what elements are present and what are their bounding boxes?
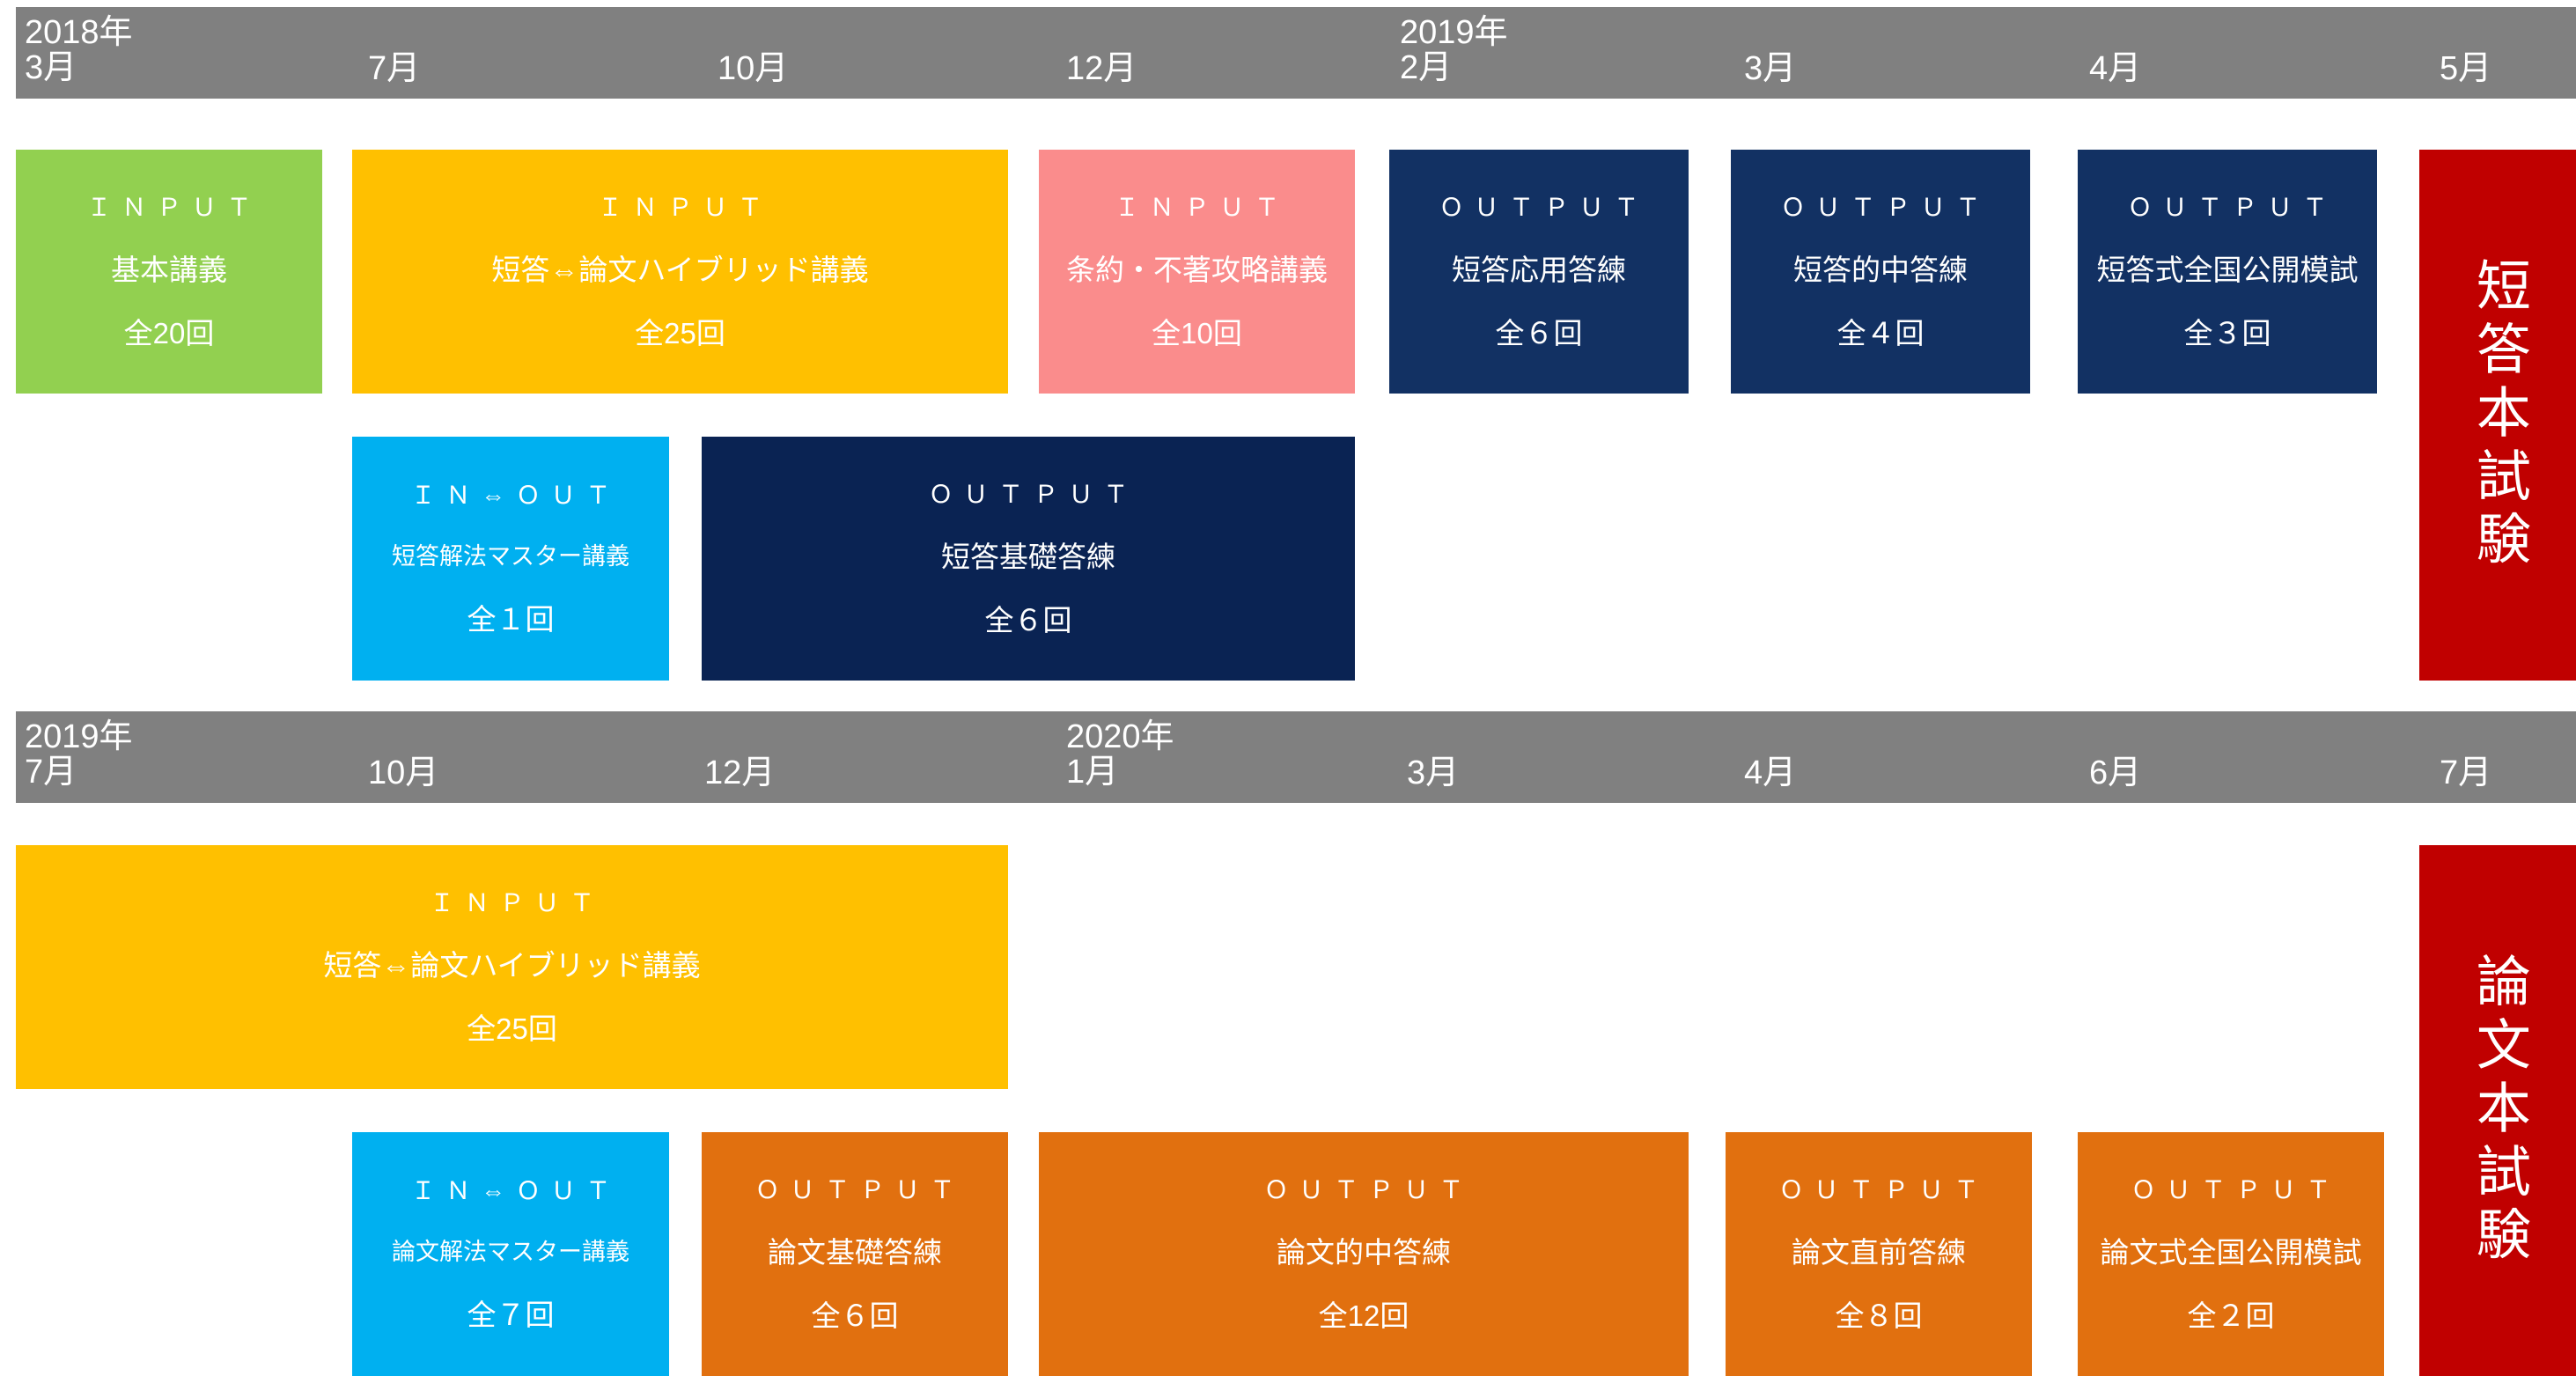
timeline-tick: 4月 (2089, 16, 2141, 87)
program-block-ronbun-basic-drill[interactable]: ＯＵＴＰＵＴ 論文基礎答練 全６回 (702, 1132, 1008, 1376)
exam-banner-ronbun: 論文本試験 (2419, 845, 2576, 1376)
program-block-treaty-lecture[interactable]: ＩＮＰＵＴ 条約・不著攻略講義 全10回 (1039, 150, 1355, 394)
block-title: 短答⇔論文ハイブリッド講義 (323, 948, 701, 982)
tick-month: 7月 (25, 753, 77, 791)
program-block-ronbun-method-master[interactable]: ＩＮ⇔ＯＵＴ 論文解法マスター講義 全７回 (352, 1132, 669, 1376)
block-title: 論文的中答練 (1277, 1235, 1451, 1269)
block-kind-label: ＩＮＰＵＴ (86, 193, 262, 221)
block-title: 短答的中答練 (1793, 253, 1968, 286)
timeline-header-row-2: 2019年 7月 10月 12月 2020年 1月 3月 4月 6月 7月 (16, 711, 2576, 803)
tick-month: 10月 (368, 754, 439, 791)
tick-month: 3月 (1744, 50, 1797, 87)
block-kind-label: ＯＵＴＰＵＴ (2131, 1175, 2342, 1203)
block-title: 短答基礎答練 (941, 540, 1115, 573)
exam-banner-label: 論文本試験 (2467, 952, 2528, 1270)
timeline-tick: 7月 (368, 16, 420, 87)
tick-year: 2019年 (1400, 14, 1508, 51)
tick-month: 12月 (704, 754, 776, 791)
block-title: 論文基礎答練 (768, 1235, 942, 1269)
program-block-tanto-method-master[interactable]: ＩＮ⇔ＯＵＴ 短答解法マスター講義 全１回 (352, 437, 669, 681)
block-count: 全６回 (1495, 317, 1583, 350)
block-title: 論文解法マスター講義 (392, 1238, 629, 1265)
block-count: 全４回 (1836, 317, 1925, 350)
block-title: 短答応用答練 (1452, 253, 1626, 286)
program-block-tanto-mock[interactable]: ＯＵＴＰＵＴ 短答式全国公開模試 全３回 (2078, 150, 2377, 394)
program-block-basic-lecture[interactable]: ＩＮＰＵＴ 基本講義 全20回 (16, 150, 322, 394)
tick-month: 4月 (1744, 754, 1797, 791)
tick-month: 7月 (2440, 754, 2492, 791)
block-count: 全６回 (984, 604, 1072, 637)
timeline-tick: 10月 (718, 16, 788, 87)
block-kind-label: ＯＵＴＰＵＴ (1439, 193, 1650, 221)
block-title: 論文直前答練 (1792, 1235, 1966, 1269)
tick-month: 3月 (25, 48, 77, 86)
block-kind-label: ＩＮ⇔ＯＵＴ (410, 1177, 622, 1205)
exam-banner-label: 短答本試験 (2467, 256, 2528, 574)
block-title: 基本講義 (111, 253, 227, 286)
block-count: 全25回 (635, 317, 725, 350)
block-title: 短答解法マスター講義 (392, 542, 629, 570)
tick-year: 2018年 (25, 14, 133, 51)
tick-month: 4月 (2089, 50, 2142, 87)
tick-month: 3月 (1407, 754, 1460, 791)
tick-month: 12月 (1066, 50, 1137, 87)
block-count: 全12回 (1318, 1299, 1409, 1333)
block-count: 全１回 (467, 602, 555, 636)
block-title: 条約・不著攻略講義 (1066, 253, 1328, 286)
block-count: 全８回 (1835, 1299, 1923, 1333)
exam-banner-tanto: 短答本試験 (2419, 150, 2576, 681)
timeline-tick: 5月 (2440, 16, 2491, 87)
block-kind-label: ＩＮＰＵＴ (429, 888, 605, 916)
timeline-tick: 12月 (1066, 16, 1137, 87)
tick-year: 2020年 (1066, 718, 1174, 755)
tick-month: 6月 (2089, 754, 2142, 791)
timeline-tick: 12月 (704, 720, 775, 791)
program-block-tanto-applied[interactable]: ＯＵＴＰＵＴ 短答応用答練 全６回 (1389, 150, 1689, 394)
timeline-header-row-1: 2018年 3月 7月 10月 12月 2019年 2月 3月 4月 5月 (16, 7, 2576, 99)
timeline-tick: 6月 (2089, 720, 2141, 791)
timeline-tick: 2019年 2月 (1400, 14, 1508, 86)
timeline-tick: 2018年 3月 (25, 14, 133, 86)
program-block-hybrid-lecture-2[interactable]: ＩＮＰＵＴ 短答⇔論文ハイブリッド講義 全25回 (16, 845, 1008, 1089)
block-kind-label: ＯＵＴＰＵＴ (1780, 193, 1991, 221)
timeline-tick: 2019年 7月 (25, 718, 133, 791)
block-title: 短答式全国公開模試 (2096, 253, 2359, 286)
block-count: 全10回 (1152, 317, 1242, 350)
block-count: 全７回 (467, 1298, 555, 1331)
block-count: 全25回 (467, 1012, 557, 1046)
timeline-tick: 3月 (1744, 16, 1796, 87)
block-count: 全６回 (811, 1299, 899, 1333)
tick-year: 2019年 (25, 718, 133, 755)
block-title: 論文式全国公開模試 (2100, 1235, 2362, 1269)
block-title: 短答⇔論文ハイブリッド講義 (491, 253, 869, 286)
block-kind-label: ＩＮ⇔ＯＵＴ (410, 482, 622, 510)
program-block-ronbun-target-drill[interactable]: ＯＵＴＰＵＴ 論文的中答練 全12回 (1039, 1132, 1689, 1376)
program-block-hybrid-lecture[interactable]: ＩＮＰＵＴ 短答⇔論文ハイブリッド講義 全25回 (352, 150, 1008, 394)
tick-month: 5月 (2440, 50, 2492, 87)
block-kind-label: ＯＵＴＰＵＴ (2127, 193, 2338, 221)
timeline-tick: 10月 (368, 720, 438, 791)
timeline-tick: 2020年 1月 (1066, 718, 1174, 791)
program-block-tanto-basic-drill[interactable]: ＯＵＴＰＵＴ 短答基礎答練 全６回 (702, 437, 1355, 681)
block-kind-label: ＩＮＰＵＴ (597, 193, 773, 221)
block-kind-label: ＯＵＴＰＵＴ (754, 1175, 966, 1203)
block-kind-label: ＩＮＰＵＴ (1114, 193, 1290, 221)
tick-month: 7月 (368, 50, 421, 87)
block-kind-label: ＯＵＴＰＵＴ (1263, 1175, 1475, 1203)
block-count: 全２回 (2187, 1299, 2275, 1333)
block-kind-label: ＯＵＴＰＵＴ (928, 480, 1139, 508)
timeline-tick: 4月 (1744, 720, 1796, 791)
timeline-tick: 3月 (1407, 720, 1459, 791)
tick-month: 10月 (718, 50, 789, 87)
program-block-ronbun-mock[interactable]: ＯＵＴＰＵＴ 論文式全国公開模試 全２回 (2078, 1132, 2384, 1376)
timeline-tick: 7月 (2440, 720, 2491, 791)
program-block-ronbun-final-drill[interactable]: ＯＵＴＰＵＴ 論文直前答練 全８回 (1726, 1132, 2032, 1376)
tick-month: 1月 (1066, 753, 1119, 791)
block-count: 全３回 (2183, 317, 2271, 350)
tick-month: 2月 (1400, 48, 1453, 86)
block-kind-label: ＯＵＴＰＵＴ (1778, 1175, 1990, 1203)
block-count: 全20回 (123, 317, 215, 350)
program-block-tanto-target[interactable]: ＯＵＴＰＵＴ 短答的中答練 全４回 (1731, 150, 2030, 394)
